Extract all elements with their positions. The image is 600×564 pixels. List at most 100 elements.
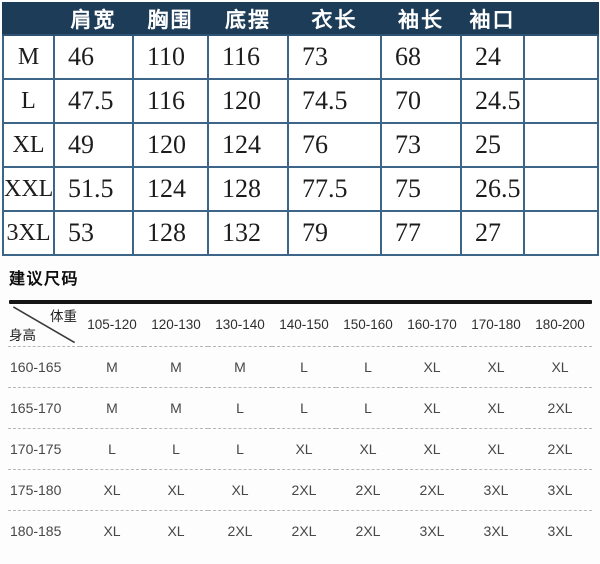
suggested-size-cell: 2XL (272, 468, 336, 510)
suggested-size-cell: L (272, 345, 336, 387)
measurement-cell: 110 (132, 34, 209, 80)
measurement-cell: 128 (132, 210, 209, 256)
suggested-size-cell: XL (336, 427, 400, 469)
weight-range-header: 150-160 (343, 317, 393, 333)
measurement-cell: 128 (207, 166, 289, 212)
col-header-sleeve-length: 袖长 (380, 2, 462, 36)
suggested-size-cell: XL (400, 427, 464, 469)
table-row: XL 49 120 124 76 73 25 (2, 122, 599, 168)
size-label: L (2, 78, 55, 124)
suggested-size-cell: 3XL (528, 509, 592, 551)
height-range-label: 175-180 (8, 468, 80, 510)
suggestion-row: 165-170 M M L L L XL XL 2XL (8, 386, 592, 428)
suggested-size-heading: 建议尺码 (9, 271, 80, 288)
weight-axis-label: 体重 (50, 309, 77, 324)
measurement-cell: 47.5 (53, 78, 134, 124)
empty-cell (523, 78, 599, 124)
table-row: 3XL 53 128 132 79 77 27 (2, 210, 599, 256)
table-row: L 47.5 116 120 74.5 70 24.5 (2, 78, 599, 124)
measurement-cell: 116 (207, 34, 289, 80)
suggested-size-cell: L (336, 345, 400, 387)
suggested-size-cell: XL (208, 468, 272, 510)
measurement-cell: 53 (53, 210, 134, 256)
weight-range-header: 170-180 (471, 317, 521, 333)
suggestion-row: 175-180 XL XL XL 2XL 2XL 2XL 3XL 3XL (8, 468, 592, 510)
measurement-cell: 26.5 (460, 166, 525, 212)
measurement-cell: 77 (380, 210, 462, 256)
measurement-table: 肩宽 胸围 底摆 衣长 袖长 袖口 M 46 110 116 73 68 24 (2, 2, 599, 256)
suggested-size-cell: L (208, 427, 272, 469)
divider-bar (9, 300, 592, 304)
weight-range-header: 105-120 (87, 317, 137, 333)
suggested-size-cell: XL (464, 427, 528, 469)
measurement-cell: 132 (207, 210, 289, 256)
measurement-cell: 79 (287, 210, 382, 256)
size-label: XXL (2, 166, 55, 212)
weight-range-header: 180-200 (535, 317, 585, 333)
measurement-cell: 74.5 (287, 78, 382, 124)
weight-range-header: 130-140 (215, 317, 265, 333)
suggested-size-cell: XL (144, 468, 208, 510)
suggestion-row: 170-175 L L L XL XL XL XL 2XL (8, 427, 592, 469)
suggested-size-cell: XL (464, 345, 528, 387)
suggested-size-cell: L (208, 386, 272, 428)
suggested-size-cell: XL (528, 345, 592, 387)
suggested-size-cell: 2XL (528, 427, 592, 469)
suggested-size-cell: XL (80, 509, 144, 551)
suggested-size-cell: XL (400, 386, 464, 428)
suggested-size-cell: XL (464, 386, 528, 428)
suggested-size-cell: M (144, 386, 208, 428)
height-range-label: 180-185 (8, 509, 80, 551)
suggested-size-cell: 3XL (464, 509, 528, 551)
size-label: 3XL (2, 210, 55, 256)
suggested-size-cell: M (144, 345, 208, 387)
measurement-cell: 46 (53, 34, 134, 80)
empty-cell (523, 210, 599, 256)
suggested-size-cell: XL (400, 345, 464, 387)
empty-cell (523, 122, 599, 168)
measurement-header-row: 肩宽 胸围 底摆 衣长 袖长 袖口 (2, 2, 599, 36)
suggested-size-cell: L (80, 427, 144, 469)
suggested-size-cell: 3XL (528, 468, 592, 510)
suggestion-row: 180-185 XL XL 2XL 2XL 2XL 3XL 3XL 3XL (8, 509, 592, 551)
measurement-cell: 27 (460, 210, 525, 256)
measurement-cell: 76 (287, 122, 382, 168)
suggested-size-cell: L (144, 427, 208, 469)
weight-range-header: 140-150 (279, 317, 329, 333)
table-row: M 46 110 116 73 68 24 (2, 34, 599, 80)
suggested-size-cell: L (272, 386, 336, 428)
measurement-cell: 120 (132, 122, 209, 168)
measurement-cell: 124 (132, 166, 209, 212)
suggested-size-cell: 2XL (528, 386, 592, 428)
suggested-size-cell: XL (80, 468, 144, 510)
suggested-size-cell: XL (144, 509, 208, 551)
height-range-label: 170-175 (8, 427, 80, 469)
suggested-size-cell: M (208, 345, 272, 387)
height-range-label: 160-165 (8, 345, 80, 387)
measurement-cell: 25 (460, 122, 525, 168)
suggested-size-cell: M (80, 386, 144, 428)
measurement-cell: 73 (380, 122, 462, 168)
diagonal-line (12, 306, 76, 344)
suggested-size-cell: M (80, 345, 144, 387)
suggested-size-cell: 2XL (336, 509, 400, 551)
empty-cell (523, 166, 599, 212)
measurement-cell: 49 (53, 122, 134, 168)
measurement-cell: 51.5 (53, 166, 134, 212)
suggested-size-cell: 2XL (400, 468, 464, 510)
measurement-cell: 116 (132, 78, 209, 124)
measurement-cell: 24 (460, 34, 525, 80)
suggested-size-cell: 2XL (336, 468, 400, 510)
col-header-shoulder-width: 肩宽 (53, 2, 134, 36)
height-range-label: 165-170 (8, 386, 80, 428)
measurement-cell: 68 (380, 34, 462, 80)
suggested-size-cell: 3XL (400, 509, 464, 551)
measurement-cell: 70 (380, 78, 462, 124)
measurement-cell: 75 (380, 166, 462, 212)
measurement-cell: 24.5 (460, 78, 525, 124)
suggested-size-cell: XL (272, 427, 336, 469)
col-header-empty (523, 2, 599, 36)
size-label: M (2, 34, 55, 80)
col-header-garment-length: 衣长 (287, 2, 382, 36)
